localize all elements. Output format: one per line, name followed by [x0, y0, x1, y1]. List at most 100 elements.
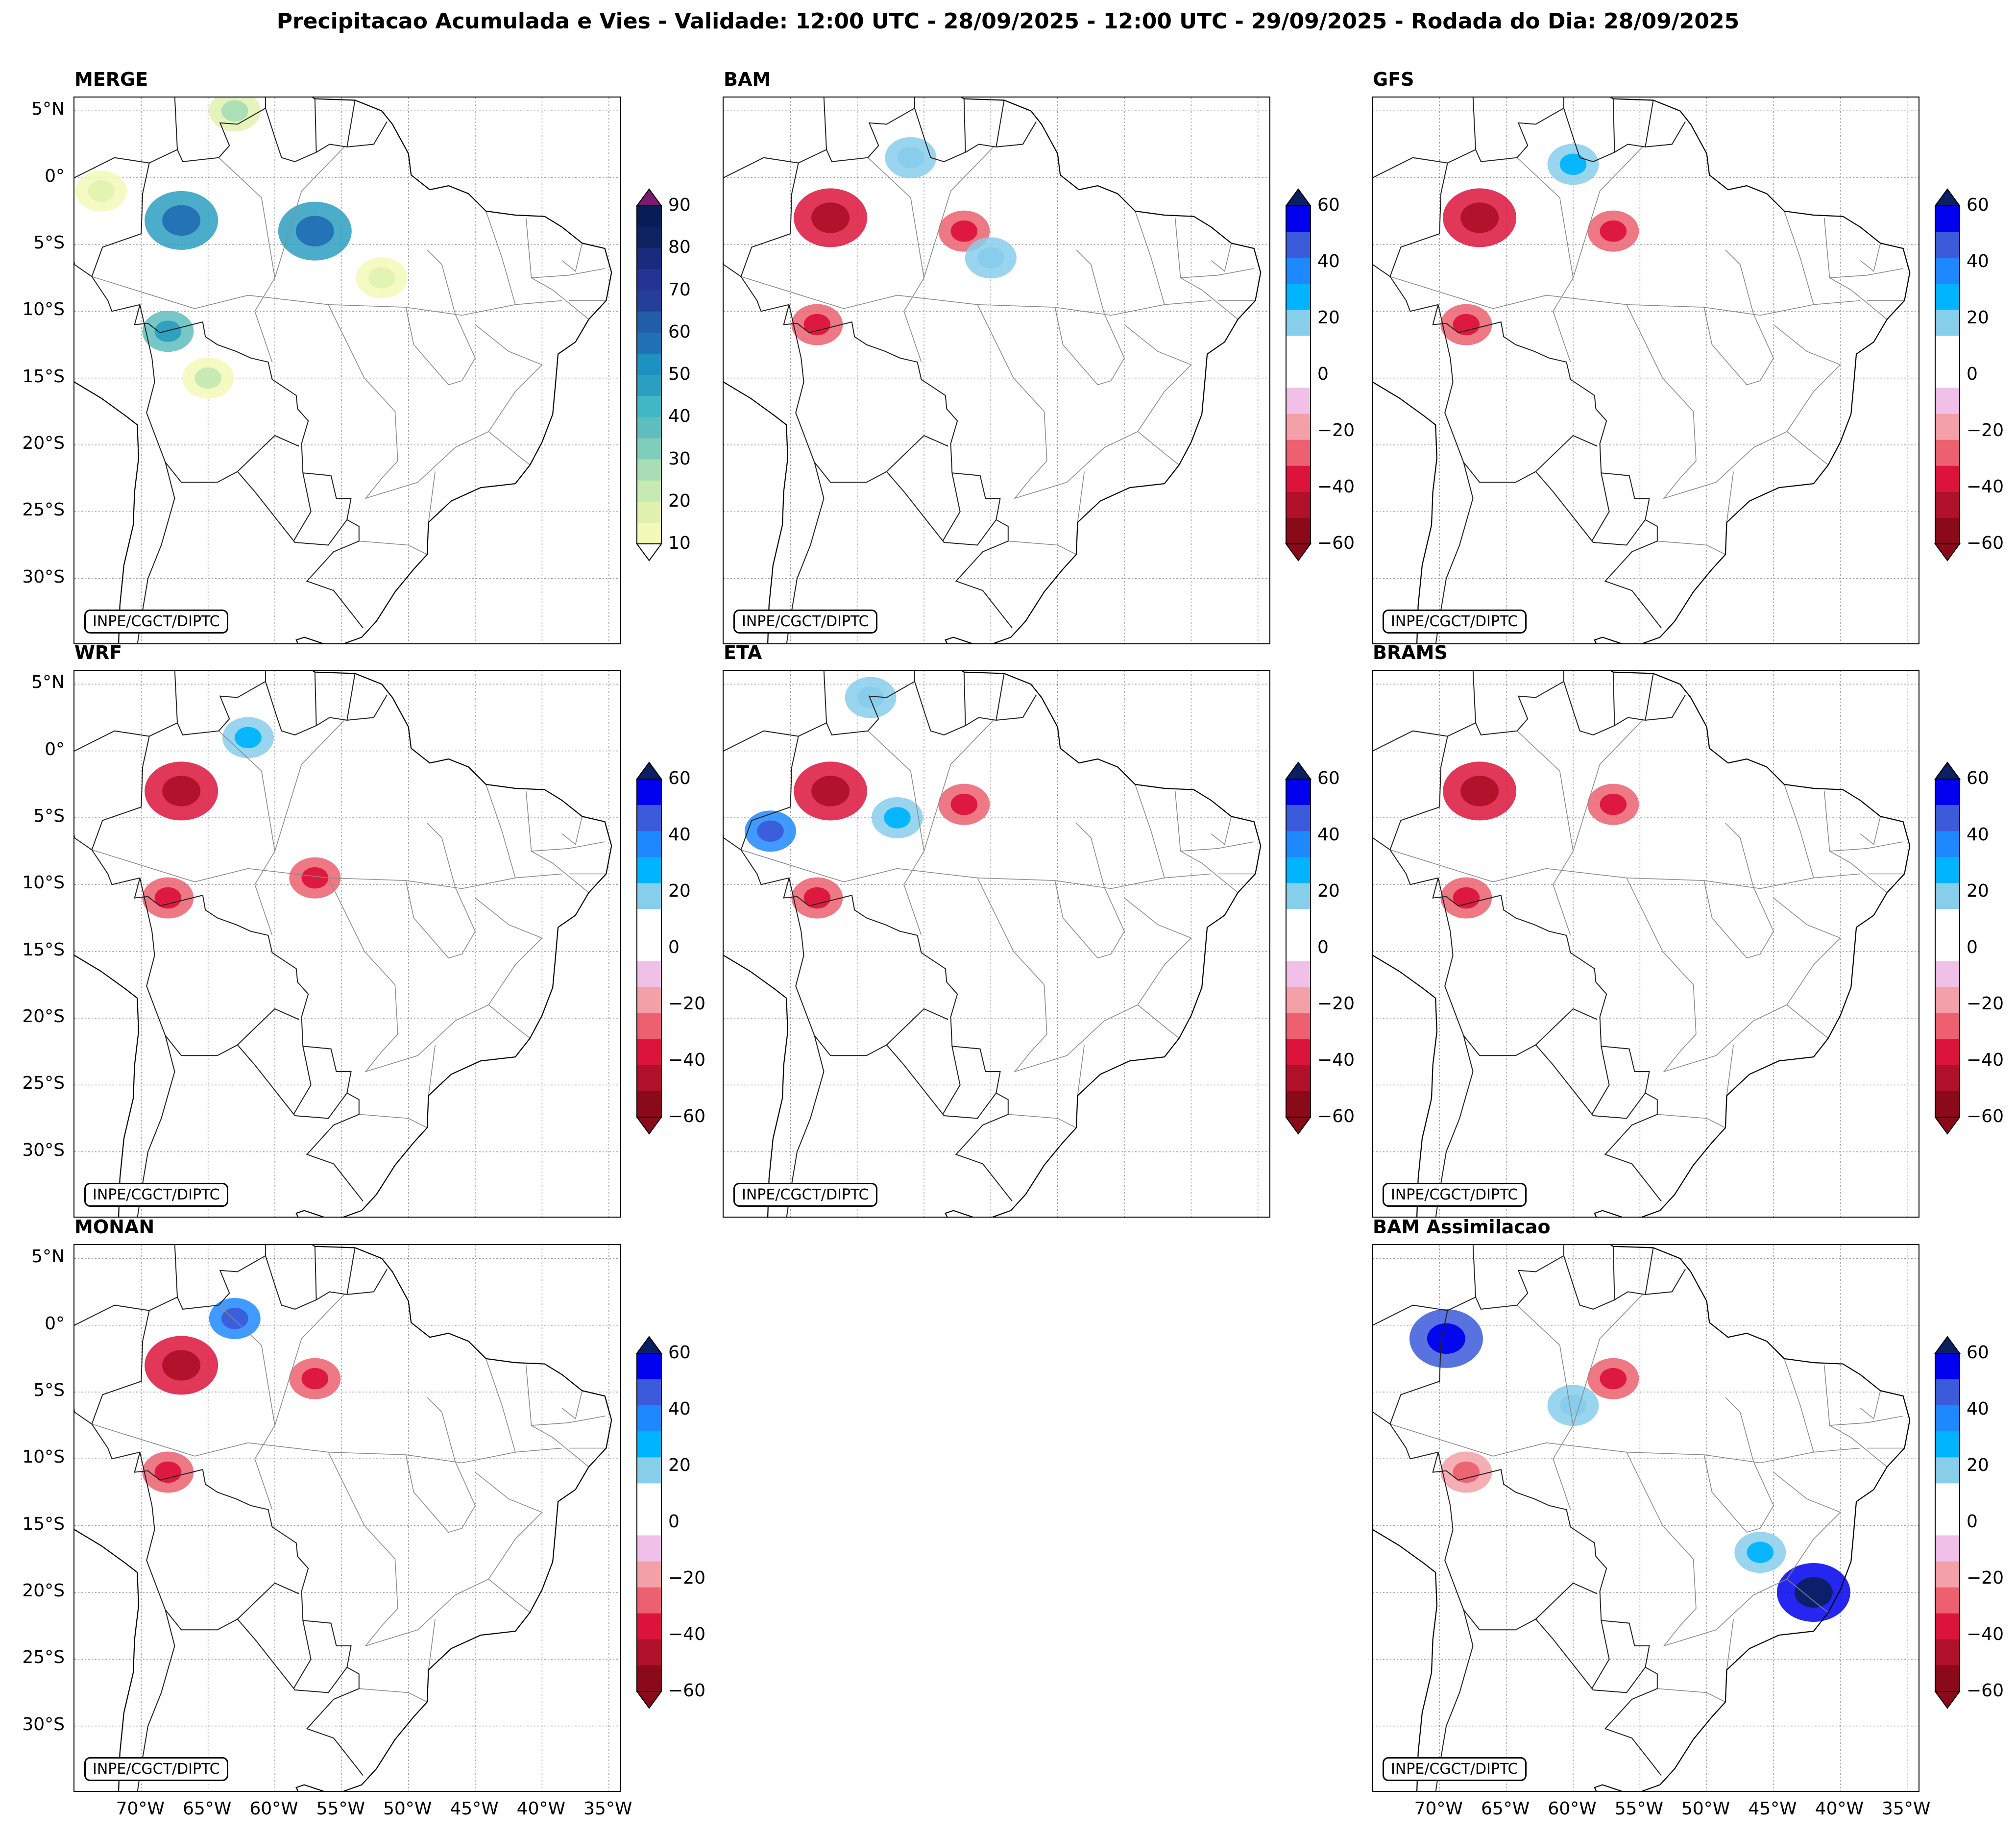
colorbar-swatch — [637, 1639, 661, 1666]
state-boundary — [1553, 851, 1574, 936]
colorbar-swatch — [1286, 1065, 1311, 1092]
state-boundary — [903, 851, 924, 936]
pacific-coastline — [724, 381, 789, 643]
state-boundary — [1860, 1391, 1881, 1419]
colorbar — [636, 761, 662, 1135]
colorbar-swatch — [637, 290, 661, 312]
country-border — [886, 1044, 997, 1119]
longitude-tick-label: 40°W — [1815, 1799, 1864, 1819]
state-boundary — [1390, 849, 1861, 889]
atlantic-coastline — [295, 1245, 612, 1791]
country-border — [237, 1618, 348, 1693]
colorbar-swatch — [1935, 440, 1960, 466]
latitude-tick-label: 5°N — [31, 99, 65, 120]
colorbar-swatch — [637, 779, 661, 806]
country-border — [1373, 1408, 1390, 1425]
state-boundary — [1135, 211, 1165, 305]
data-cell-core — [1559, 1394, 1587, 1417]
longitude-tick-label: 70°W — [116, 1799, 165, 1819]
colorbar-extend-min — [1285, 543, 1312, 562]
colorbar-swatch — [1935, 961, 1960, 988]
colorbar-tick-label: 0 — [1967, 1512, 1978, 1532]
state-boundary — [428, 1045, 436, 1096]
country-border — [783, 304, 1013, 629]
country-border — [74, 157, 149, 178]
country-border — [139, 304, 299, 483]
state-boundary — [359, 1114, 428, 1128]
colorbar-tick-label: 40 — [1317, 825, 1340, 845]
colorbar-tick-label: −40 — [1317, 1050, 1355, 1070]
colorbar-tick-label: 50 — [668, 364, 691, 384]
colorbar-swatch — [1286, 805, 1311, 831]
country-border — [963, 672, 966, 726]
country-border — [74, 1408, 92, 1425]
country-border — [1373, 157, 1448, 178]
data-cell-core — [1427, 1323, 1465, 1354]
country-border — [293, 1620, 312, 1689]
state-boundary — [1823, 218, 1888, 320]
colorbar — [1934, 1336, 1961, 1709]
data-cell-core — [811, 202, 850, 233]
panel-title-bam: BAM — [724, 69, 771, 90]
state-boundary — [1180, 268, 1254, 278]
colorbar-tick-label: 20 — [668, 490, 691, 511]
colorbar-extend-min — [1285, 1117, 1312, 1135]
colorbar-tick-label: −40 — [1967, 1050, 2004, 1070]
state-boundary — [274, 147, 345, 278]
country-border — [788, 878, 948, 1056]
colorbar-tick-label: 60 — [1967, 768, 1989, 788]
credit-label: INPE/CGCT/DIPTC — [1383, 1183, 1527, 1207]
state-boundary — [1784, 1358, 1814, 1452]
colorbar-tick-label: 60 — [668, 321, 691, 342]
colorbar-swatch — [1935, 1353, 1960, 1380]
longitude-tick-label: 50°W — [1681, 1799, 1730, 1819]
colorbar-tick-label: −40 — [1967, 1624, 2004, 1644]
state-boundary — [1829, 268, 1903, 278]
country-border — [823, 98, 827, 150]
colorbar-swatch — [1935, 1535, 1960, 1562]
state-boundary — [923, 147, 994, 278]
colorbar-tick-label: 0 — [1317, 937, 1329, 957]
country-border — [74, 730, 149, 752]
country-border — [134, 1452, 364, 1776]
colorbar-swatch — [1935, 1431, 1960, 1458]
colorbar-swatch — [1935, 465, 1960, 492]
latitude-tick-label: 5°S — [33, 232, 65, 253]
longitude-tick-label: 60°W — [249, 1799, 298, 1819]
latitude-tick-label: 30°S — [22, 566, 65, 587]
colorbar-swatch — [1935, 779, 1960, 806]
state-boundary — [1753, 1471, 1841, 1596]
panel-title-eta: ETA — [724, 642, 762, 663]
colorbar-tick-label: 70 — [668, 279, 691, 300]
country-border — [823, 671, 827, 723]
colorbar-swatch — [637, 1405, 661, 1432]
colorbar-swatch — [1286, 440, 1311, 466]
country-border — [724, 730, 799, 752]
colorbar — [636, 1336, 662, 1709]
state-boundary — [1784, 211, 1814, 305]
longitude-tick-label: 70°W — [1414, 1799, 1463, 1819]
map-canvas — [74, 98, 620, 643]
colorbar-swatch — [1935, 206, 1960, 232]
state-boundary — [1211, 816, 1232, 845]
colorbar-swatch — [637, 227, 661, 248]
credit-label: INPE/CGCT/DIPTC — [1383, 1757, 1527, 1781]
country-border — [1432, 304, 1662, 629]
data-cell-core — [1794, 1577, 1833, 1608]
colorbar-outline — [1935, 205, 1960, 544]
colorbar-swatch — [1935, 1483, 1960, 1510]
state-boundary — [1726, 1045, 1734, 1096]
longitude-tick-label: 55°W — [316, 1799, 365, 1819]
colorbar-tick-label: −20 — [1967, 420, 2004, 440]
colorbar-tick-label: 0 — [1967, 364, 1978, 384]
colorbar-swatch — [1286, 284, 1311, 310]
state-boundary — [218, 157, 275, 278]
state-boundary — [254, 277, 275, 363]
state-boundary — [1516, 157, 1574, 278]
colorbar-tick-label: 30 — [668, 448, 691, 469]
colorbar-tick-label: 40 — [668, 1399, 691, 1419]
latitude-tick-label: 30°S — [22, 1714, 65, 1735]
country-border — [174, 98, 178, 150]
colorbar-tick-label: 60 — [1967, 1343, 1989, 1363]
state-boundary — [1703, 823, 1774, 959]
